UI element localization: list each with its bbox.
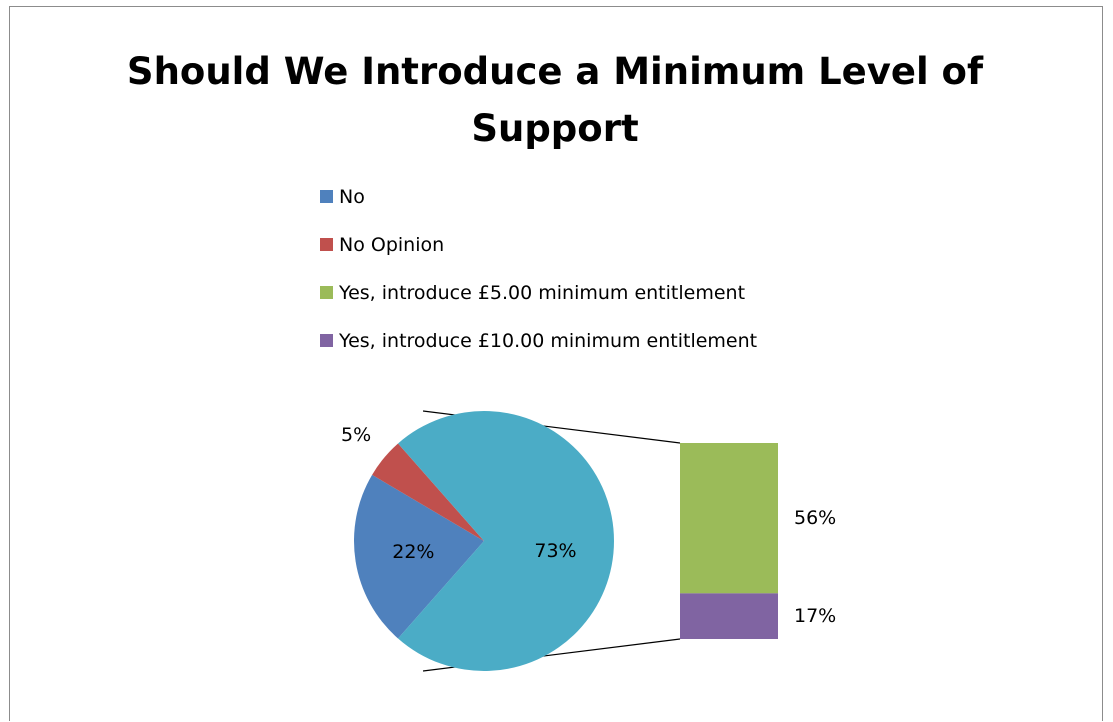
legend-swatch-yes-introduce-5-00-minimum-entitlement <box>320 286 333 299</box>
data-label-bar-yes-introduce-10-00-minimum-entitlement: 17% <box>794 605 836 627</box>
legend-label-no: No <box>339 186 365 208</box>
stacked-bar <box>680 443 778 639</box>
bar-segment-yes-introduce-5-00-minimum-entitlement <box>680 443 778 594</box>
data-label-yes-combined: 73% <box>534 540 576 562</box>
legend-label-yes-introduce-10-00-minimum-entitlement: Yes, introduce £10.00 minimum entitlemen… <box>338 330 757 352</box>
legend-swatch-no-opinion <box>320 238 333 251</box>
legend-label-no-opinion: No Opinion <box>339 234 444 256</box>
data-label-no-opinion: 5% <box>341 424 371 446</box>
chart-title-line-1: Should We Introduce a Minimum Level of <box>127 50 984 93</box>
bar-of-pie-chart: Should We Introduce a Minimum Level of S… <box>127 50 984 672</box>
data-label-bar-yes-introduce-5-00-minimum-entitlement: 56% <box>794 507 836 529</box>
legend: No No Opinion Yes, introduce £5.00 minimum… <box>320 186 757 352</box>
legend-swatch-yes-introduce-10-00-minimum-entitlement <box>320 334 333 347</box>
legend-swatch-no <box>320 190 333 203</box>
pie-slice-no-opinion <box>372 443 484 541</box>
data-label-no: 22% <box>392 541 434 563</box>
pie-slice-no <box>353 474 484 639</box>
chart-title-line-2: Support <box>471 107 638 150</box>
legend-label-yes-introduce-5-00-minimum-entitlement: Yes, introduce £5.00 minimum entitlement <box>338 282 745 304</box>
bar-segment-yes-introduce-10-00-minimum-entitlement <box>680 593 778 639</box>
pie <box>353 411 614 672</box>
chart-frame: Should We Introduce a Minimum Level of S… <box>9 6 1103 721</box>
pie-slice-yes-combined <box>398 411 614 672</box>
data-labels: 22% 5% 73% 56% 17% <box>341 424 836 627</box>
